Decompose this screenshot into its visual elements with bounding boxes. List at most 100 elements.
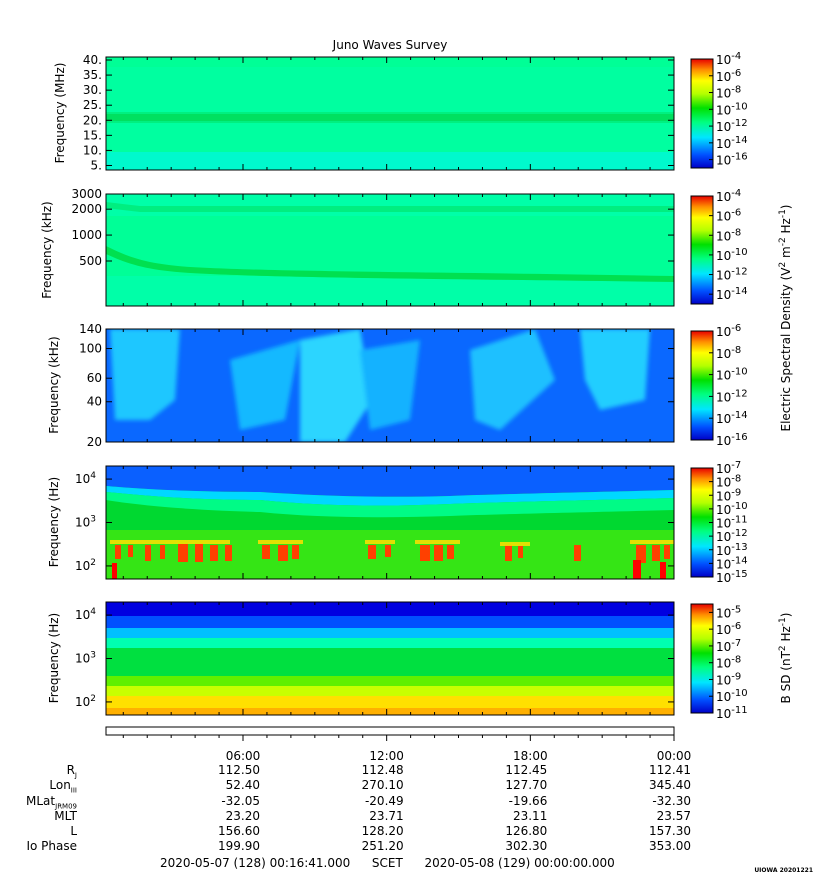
colorbar-tick-label: 10-15 bbox=[716, 569, 748, 585]
colorbar-tick-exp: -11 bbox=[731, 705, 747, 716]
ephemeris-column: 112.48 270.10 -20.49 23.71 128.20 251.20 bbox=[324, 763, 404, 855]
colorbar-tick-label: 10-10 bbox=[716, 247, 748, 263]
colorbar-tick-exp: -15 bbox=[731, 569, 747, 580]
colorbar-tick-exp: -14 bbox=[731, 555, 747, 566]
colorbar-tick-label: 10-8 bbox=[716, 227, 741, 243]
colorbar-tick-exp: -10 bbox=[731, 367, 747, 378]
colorbar-tick-exp: -12 bbox=[731, 388, 747, 399]
colorbar-tick-exp: -10 bbox=[731, 247, 747, 258]
y-tick-label: 104 bbox=[75, 471, 96, 486]
ephemeris-value: 199.90 bbox=[218, 839, 260, 854]
y-tick-label: 100 bbox=[79, 342, 102, 356]
colorbar-tick-label: 10-9 bbox=[716, 487, 741, 503]
colorbar-tick-base: 10 bbox=[716, 544, 731, 558]
ephemeris-value: 112.50 bbox=[218, 763, 260, 777]
y-tick-exp: 4 bbox=[90, 471, 96, 481]
y-tick-base: 10 bbox=[75, 472, 90, 486]
y-tick-base: 10 bbox=[75, 559, 90, 573]
colorbar-tick-base: 10 bbox=[716, 606, 731, 620]
panel-2-spectrogram bbox=[106, 194, 674, 306]
colorbar-tick-exp: -6 bbox=[731, 323, 741, 334]
colorbar-tick-exp: -8 bbox=[731, 474, 741, 485]
y-tick-label: 25. bbox=[83, 98, 102, 112]
time-tick-label: 12:00 bbox=[369, 749, 404, 763]
y-tick-label: 104 bbox=[75, 607, 96, 622]
ephemeris-value: -32.05 bbox=[221, 793, 260, 808]
ephemeris-value: 112.48 bbox=[361, 763, 404, 777]
y-tick-label: 103 bbox=[75, 515, 96, 530]
time-tick-label: 18:00 bbox=[513, 749, 548, 763]
y-tick-base: 10 bbox=[75, 652, 90, 666]
panel-4-ylabel: Frequency (Hz) bbox=[47, 477, 61, 568]
ephemeris-value: 127.70 bbox=[505, 778, 548, 793]
ephemeris-value: 23.71 bbox=[369, 808, 404, 823]
magnetic-label-close: ) bbox=[779, 613, 793, 618]
colorbar-tick-label: 10-8 bbox=[716, 474, 741, 490]
colorbar-tick-label: 10-8 bbox=[716, 345, 741, 361]
y-tick-label: 40 bbox=[87, 395, 102, 409]
colorbar-tick-label: 10-12 bbox=[716, 267, 748, 283]
ephemeris-label: LonIII bbox=[0, 778, 80, 794]
ephemeris-value: 157.30 bbox=[649, 824, 691, 839]
colorbar-tick-base: 10 bbox=[716, 229, 731, 243]
ephemeris-value: 52.40 bbox=[225, 778, 260, 793]
ephemeris-label-subscript: J bbox=[74, 771, 77, 780]
y-tick-exp: 2 bbox=[90, 558, 96, 568]
colorbar-tick-base: 10 bbox=[716, 690, 731, 704]
y-tick-label: 35. bbox=[83, 68, 102, 82]
colorbar-tick-base: 10 bbox=[716, 120, 731, 134]
ephemeris-label-text: L bbox=[70, 824, 77, 839]
ephemeris-value: 23.20 bbox=[225, 808, 260, 823]
y-tick-label: 102 bbox=[75, 694, 96, 709]
magnetic-label-part-2: Hz bbox=[779, 626, 793, 645]
colorbar-tick-base: 10 bbox=[716, 137, 731, 151]
colorbar-tick-exp: -10 bbox=[731, 688, 747, 699]
y-tick-label: 10. bbox=[83, 143, 102, 157]
ephemeris-value: 251.20 bbox=[361, 839, 404, 854]
colorbar-tick-label: 10-7 bbox=[716, 638, 741, 654]
ephemeris-value: 270.10 bbox=[361, 778, 404, 793]
colorbar-tick-exp: -12 bbox=[731, 267, 747, 278]
colorbar-tick-label: 10-12 bbox=[716, 528, 748, 544]
y-tick-base: 10 bbox=[75, 516, 90, 530]
panel-4-spectrogram bbox=[106, 466, 674, 579]
y-tick-exp: 4 bbox=[90, 607, 96, 617]
colorbar-tick-base: 10 bbox=[716, 269, 731, 283]
y-tick-label: 60 bbox=[87, 371, 102, 385]
colorbar-tick-base: 10 bbox=[716, 347, 731, 361]
time-tick-label: 06:00 bbox=[226, 749, 261, 763]
panel-4: 10210310410-710-810-910-1010-1110-1210-1… bbox=[47, 460, 748, 585]
colorbar-tick-exp: -9 bbox=[731, 487, 741, 498]
y-tick-label: 15. bbox=[83, 128, 102, 142]
footer-stamp: UIOWA 20201221 bbox=[754, 867, 813, 874]
colorbar-tick-exp: -6 bbox=[731, 68, 741, 79]
colorbar-tick-label: 10-14 bbox=[716, 555, 748, 571]
ephemeris-label: MLatJRM09 bbox=[0, 794, 80, 810]
magnetic-label-sup-1: 2 bbox=[778, 645, 788, 651]
panel-2-ylabel: Frequency (kHz) bbox=[40, 201, 54, 298]
footer-scet: SCET bbox=[371, 856, 403, 870]
colorbar-tick-base: 10 bbox=[716, 190, 731, 204]
colorbar-tick-label: 10-12 bbox=[716, 118, 748, 134]
colorbar-tick-base: 10 bbox=[716, 154, 731, 168]
colorbar-tick-exp: -7 bbox=[731, 638, 741, 649]
colorbar-tick-base: 10 bbox=[716, 369, 731, 383]
magnetic-label-main: B SD (nT bbox=[779, 650, 793, 703]
colorbar-tick-label: 10-10 bbox=[716, 101, 748, 117]
ephemeris-value: 23.11 bbox=[512, 808, 548, 823]
footer-start: 2020-05-07 (128) 00:16:41.000 bbox=[160, 856, 351, 870]
electric-label-part-4: Hz bbox=[779, 218, 793, 237]
colorbar-tick-base: 10 bbox=[716, 434, 731, 448]
colorbar-tick-label: 10-4 bbox=[716, 188, 741, 204]
colorbar-tick-exp: -10 bbox=[731, 101, 747, 112]
colorbar-tick-exp: -4 bbox=[731, 51, 741, 62]
ephemeris-column: 112.45 127.70 -19.66 23.11 126.80 302.30 bbox=[467, 763, 547, 855]
colorbar-tick-exp: -14 bbox=[731, 410, 747, 421]
ephemeris-column: 112.41 345.40 -32.30 23.57 157.30 353.00 bbox=[611, 763, 691, 855]
y-tick-label: 2000 bbox=[71, 202, 102, 216]
ephemeris-value: -19.66 bbox=[508, 793, 548, 808]
time-tick-label: 00:00 bbox=[657, 749, 692, 763]
colorbar-tick-label: 10-7 bbox=[716, 460, 741, 476]
colorbar-tick-base: 10 bbox=[716, 530, 731, 544]
